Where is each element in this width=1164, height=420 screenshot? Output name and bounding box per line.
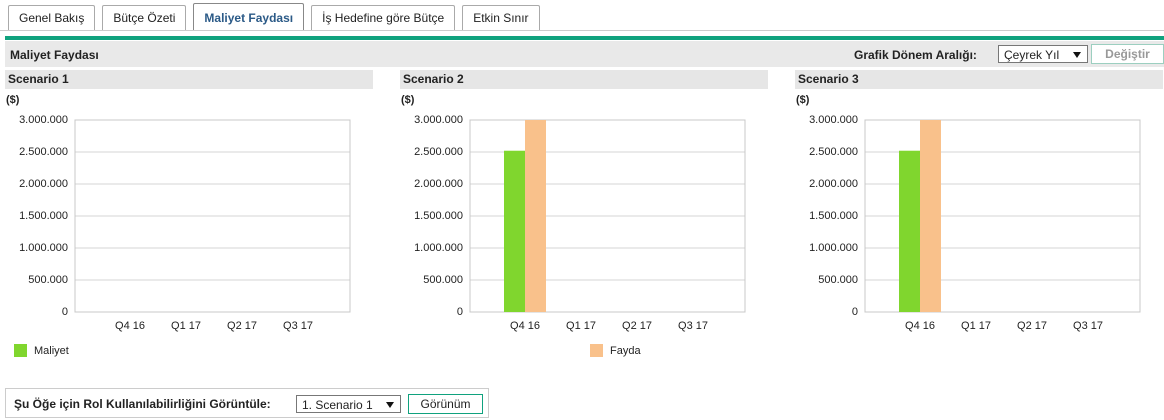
x-tick-label: Q3 17 bbox=[678, 320, 708, 332]
plot-border bbox=[74, 119, 351, 313]
x-tick-label: Q4 16 bbox=[905, 320, 935, 332]
y-tick-label: 1.000.000 bbox=[809, 242, 858, 254]
scenario-title: Scenario 3 bbox=[798, 72, 859, 86]
footer-box: Şu Öğe için Rol Kullanılabilirliğini Gör… bbox=[5, 388, 489, 418]
scenario-title: Scenario 1 bbox=[8, 72, 69, 86]
accent-bar bbox=[5, 36, 1164, 40]
scenario-header bbox=[795, 70, 1163, 89]
legend-swatch bbox=[14, 344, 27, 357]
tab[interactable]: Etkin Sınır bbox=[462, 5, 540, 31]
plot-border bbox=[864, 119, 1141, 313]
tab-bar: Genel Bakış Bütçe Özeti Maliyet Faydası İş … bbox=[8, 3, 540, 31]
legend-label: Maliyet bbox=[34, 344, 69, 357]
y-axis-label: ($) bbox=[796, 94, 810, 106]
y-axis-label: ($) bbox=[6, 94, 20, 106]
x-tick-label: Q2 17 bbox=[227, 320, 257, 332]
x-tick-label: Q2 17 bbox=[1017, 320, 1047, 332]
period-label: Grafik Dönem Aralığı: bbox=[854, 48, 977, 62]
scenario-title: Scenario 2 bbox=[403, 72, 464, 86]
bar bbox=[525, 120, 546, 312]
tab[interactable]: Genel Bakış bbox=[8, 5, 96, 31]
y-tick-label: 0 bbox=[457, 306, 463, 318]
y-tick-label: 3.000.000 bbox=[19, 114, 68, 126]
y-axis-label: ($) bbox=[401, 94, 415, 106]
y-tick-label: 500.000 bbox=[818, 274, 858, 286]
y-tick-label: 500.000 bbox=[28, 274, 68, 286]
y-tick-label: 3.000.000 bbox=[414, 114, 463, 126]
x-tick-label: Q1 17 bbox=[961, 320, 991, 332]
tab-line bbox=[0, 30, 1164, 31]
plot-border bbox=[469, 119, 746, 313]
y-tick-label: 2.000.000 bbox=[19, 178, 68, 190]
y-tick-label: 2.000.000 bbox=[414, 178, 463, 190]
x-tick-label: Q4 16 bbox=[115, 320, 145, 332]
x-tick-label: Q1 17 bbox=[566, 320, 596, 332]
panel-title: Maliyet Faydası bbox=[10, 48, 99, 62]
scenario-header bbox=[400, 70, 768, 89]
x-tick-label: Q3 17 bbox=[1073, 320, 1103, 332]
y-tick-label: 2.500.000 bbox=[809, 146, 858, 158]
tab[interactable]: İş Hedefine göre Bütçe bbox=[311, 5, 456, 31]
panel-header: Maliyet Faydası Grafik Dönem Aralığı: Çe… bbox=[5, 41, 1164, 67]
tab[interactable]: Bütçe Özeti bbox=[102, 5, 187, 31]
y-tick-label: 500.000 bbox=[423, 274, 463, 286]
bar bbox=[920, 120, 941, 312]
bar bbox=[899, 150, 920, 312]
y-tick-label: 2.500.000 bbox=[414, 146, 463, 158]
y-tick-label: 2.000.000 bbox=[809, 178, 858, 190]
x-tick-label: Q4 16 bbox=[510, 320, 540, 332]
x-tick-label: Q1 17 bbox=[171, 320, 201, 332]
y-tick-label: 1.500.000 bbox=[414, 210, 463, 222]
y-tick-label: 3.000.000 bbox=[809, 114, 858, 126]
view-button[interactable]: Görünüm bbox=[408, 394, 483, 414]
legend-item: Fayda bbox=[590, 344, 641, 357]
bar bbox=[504, 150, 525, 312]
x-tick-label: Q2 17 bbox=[622, 320, 652, 332]
footer-label: Şu Öğe için Rol Kullanılabilirliğini Gör… bbox=[14, 397, 271, 411]
change-button[interactable]: Değiştir bbox=[1091, 44, 1164, 64]
period-select[interactable]: Çeyrek Yıl bbox=[998, 45, 1088, 63]
legend-label: Fayda bbox=[610, 344, 641, 357]
y-tick-label: 2.500.000 bbox=[19, 146, 68, 158]
x-tick-label: Q3 17 bbox=[283, 320, 313, 332]
y-tick-label: 0 bbox=[62, 306, 68, 318]
scenario-header bbox=[5, 70, 373, 89]
legend-item: Maliyet bbox=[14, 344, 69, 357]
scenario-select[interactable]: 1. Scenario 1 bbox=[296, 395, 401, 413]
y-tick-label: 1.500.000 bbox=[809, 210, 858, 222]
y-tick-label: 1.000.000 bbox=[414, 242, 463, 254]
tab[interactable]: Maliyet Faydası bbox=[193, 3, 305, 31]
y-tick-label: 1.500.000 bbox=[19, 210, 68, 222]
y-tick-label: 1.000.000 bbox=[19, 242, 68, 254]
legend-swatch bbox=[590, 344, 603, 357]
y-tick-label: 0 bbox=[852, 306, 858, 318]
